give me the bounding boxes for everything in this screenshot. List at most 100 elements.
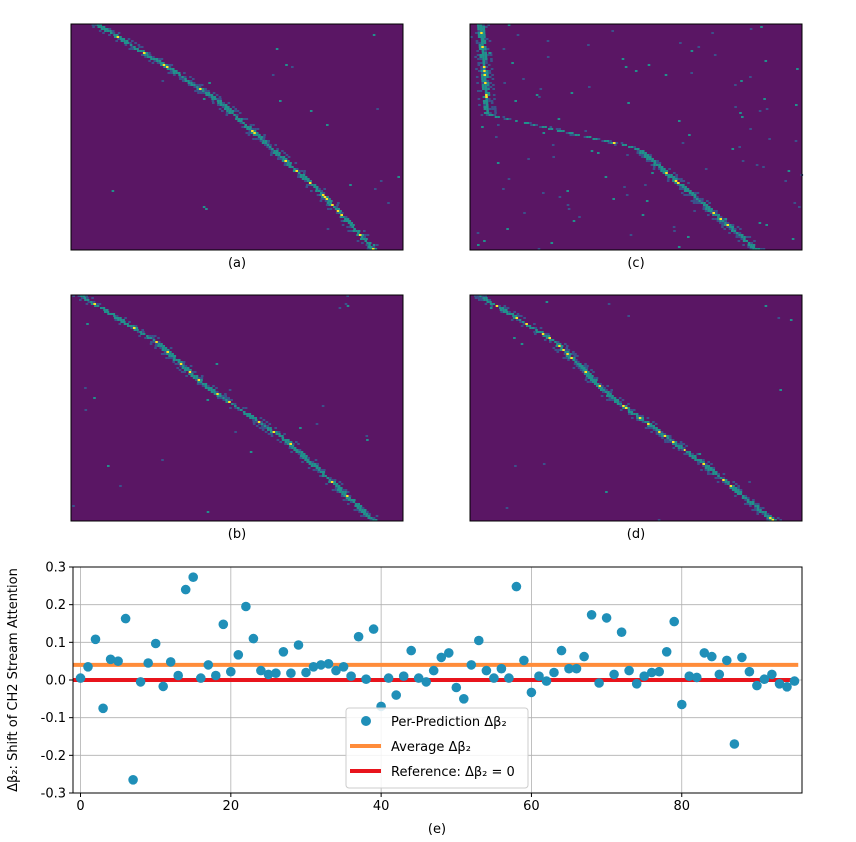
heatmap-cell	[199, 90, 202, 92]
heatmap-cell	[681, 188, 685, 190]
heatmap-cell	[523, 212, 526, 214]
heatmap-c-frame	[469, 23, 803, 251]
heatmap-cell	[163, 353, 167, 355]
heatmap-cell	[354, 505, 357, 507]
heatmap-cell	[669, 439, 672, 441]
heatmap-cell	[363, 511, 367, 513]
heatmap-cell	[281, 150, 284, 152]
heatmap-cell	[486, 82, 490, 84]
heatmap-cell	[652, 168, 656, 170]
heatmap-cell	[587, 371, 590, 373]
heatmap-cell	[641, 152, 645, 154]
heatmap-cell	[190, 373, 194, 375]
heatmap-cell	[715, 210, 718, 212]
heatmap-cell	[779, 389, 782, 391]
heatmap-cell	[217, 104, 220, 106]
heatmap-cell	[633, 146, 636, 148]
heatmap-cell	[123, 321, 126, 323]
heatmap-cell	[620, 142, 624, 144]
heatmap-cell	[727, 483, 730, 485]
heatmap-cell	[478, 70, 481, 72]
heatmap-cell	[485, 102, 489, 104]
heatmap-cell	[766, 513, 770, 515]
data-point	[83, 662, 93, 672]
heatmap-cell	[533, 331, 536, 333]
heatmap-cell	[736, 226, 740, 228]
heatmap-cell	[508, 311, 511, 313]
heatmap-cell	[253, 132, 256, 134]
heatmap-a-label: (a)	[228, 256, 246, 271]
heatmap-cell	[228, 389, 232, 391]
heatmap-cell	[80, 295, 83, 297]
heatmap-cell	[497, 116, 500, 118]
heatmap-cell	[600, 387, 604, 389]
heatmap-cell	[608, 395, 612, 397]
heatmap-cell	[325, 483, 328, 485]
heatmap-cell	[284, 160, 287, 162]
data-point	[684, 671, 695, 681]
data-point	[609, 669, 619, 680]
heatmap-cell	[485, 299, 489, 301]
heatmap-cell	[629, 234, 633, 236]
x-tick-label: 60	[523, 799, 540, 814]
heatmap-cell	[529, 327, 532, 329]
heatmap-cell	[275, 431, 278, 433]
heatmap-cell	[688, 453, 692, 455]
heatmap-cell	[716, 220, 720, 222]
heatmap-cell	[264, 142, 267, 144]
heatmap-cell	[283, 164, 287, 166]
heatmap-cell	[234, 431, 237, 433]
heatmap-cell	[490, 102, 494, 104]
heatmap-cell	[484, 86, 487, 88]
heatmap-cell	[666, 439, 670, 441]
heatmap-cell	[748, 236, 752, 238]
heatmap-cell	[686, 190, 690, 192]
heatmap-cell	[218, 108, 222, 110]
heatmap-cell	[554, 341, 557, 343]
heatmap-cell	[505, 507, 509, 509]
heatmap-cell	[314, 459, 318, 461]
data-point	[616, 627, 627, 637]
heatmap-cell	[679, 42, 682, 44]
heatmap-cell	[481, 82, 485, 84]
heatmap-cell	[289, 443, 292, 445]
heatmap-cell	[724, 222, 727, 224]
heatmap-cell	[137, 44, 141, 46]
heatmap-cell	[714, 214, 718, 216]
heatmap-cell	[669, 437, 672, 439]
heatmap-cell	[325, 204, 329, 206]
heatmap-cell	[714, 218, 717, 220]
heatmap-cell	[480, 62, 483, 64]
heatmap-cell	[187, 80, 190, 82]
heatmap-cell	[340, 214, 343, 216]
heatmap-cell	[485, 38, 489, 40]
heatmap-cell	[766, 519, 769, 521]
heatmap-cell	[129, 44, 133, 46]
heatmap-cell	[489, 112, 492, 114]
heatmap-cell	[739, 489, 743, 491]
heatmap-cell	[282, 156, 286, 158]
heatmap-cell	[503, 305, 507, 307]
heatmap-cell	[477, 98, 481, 100]
heatmap-cell	[706, 200, 709, 202]
heatmap-cell	[358, 234, 362, 236]
heatmap-cell	[270, 154, 273, 156]
heatmap-cell	[240, 118, 243, 120]
heatmap-cell	[202, 98, 206, 100]
heatmap-cell	[486, 108, 489, 110]
heatmap-cell	[295, 168, 299, 170]
heatmap-cell	[544, 126, 547, 128]
y-tick-label: 0.1	[45, 636, 66, 651]
heatmap-cell	[495, 305, 499, 307]
heatmap-cell	[719, 216, 723, 218]
heatmap-cell	[213, 98, 217, 100]
heatmap-cell	[744, 499, 747, 501]
heatmap-cell	[483, 36, 486, 38]
heatmap-cell	[731, 226, 735, 228]
heatmap-cell	[655, 431, 659, 433]
heatmap-cell	[566, 190, 569, 192]
heatmap-cell	[669, 441, 672, 443]
heatmap-cell	[488, 76, 492, 78]
heatmap-cell	[673, 230, 676, 232]
data-point	[714, 669, 725, 680]
